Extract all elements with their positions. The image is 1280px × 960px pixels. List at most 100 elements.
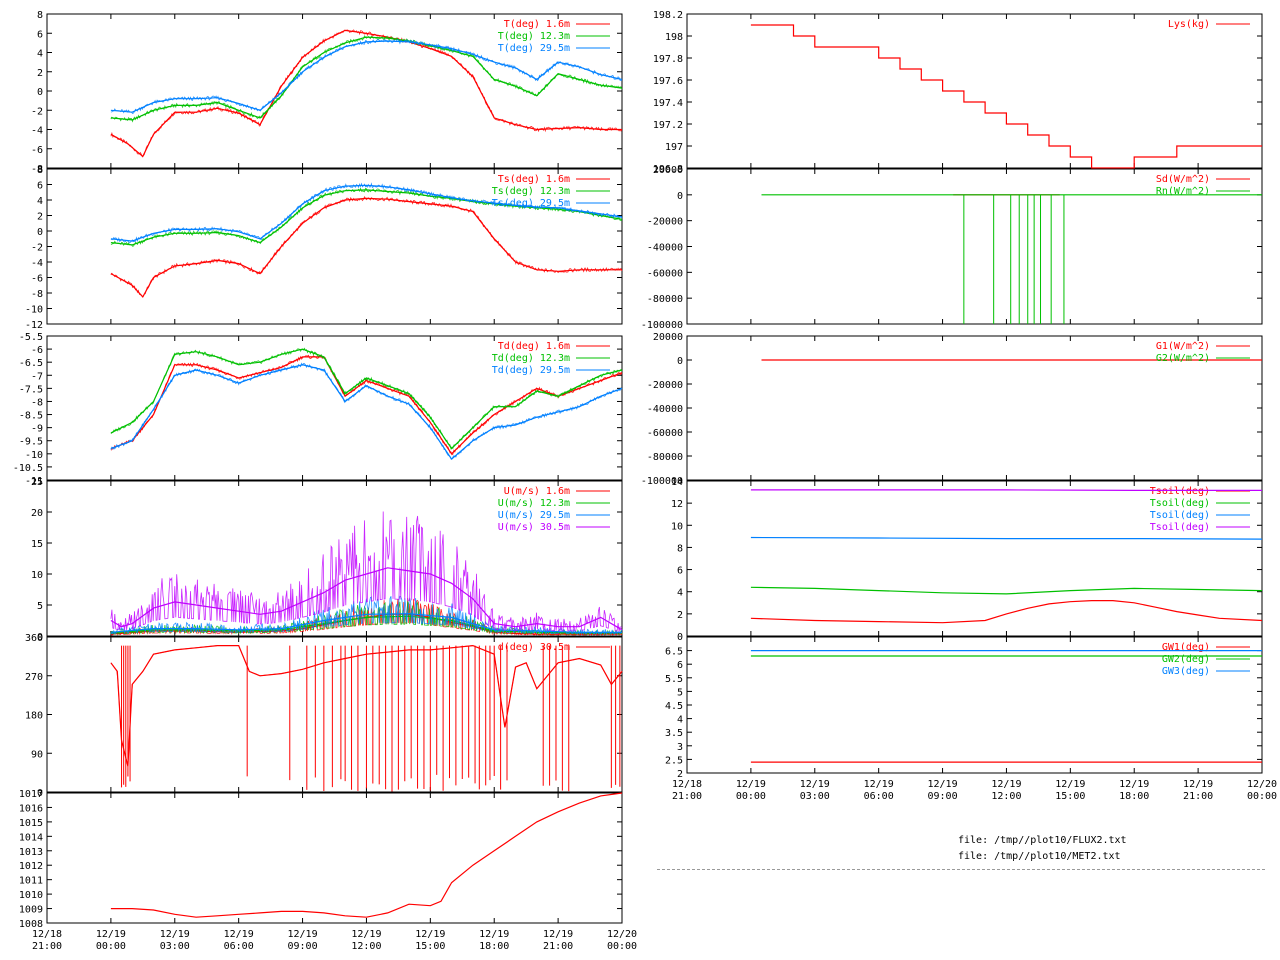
series-noise	[110, 182, 623, 244]
panel-R1: 196.8 197 197.2 197.4 197.6 197.8 198 198.2 Lys(…	[653, 10, 1263, 175]
y-tick-label: 15	[31, 539, 43, 550]
y-tick-label: 1014	[19, 832, 43, 843]
y-tick-label: 8	[677, 543, 683, 554]
y-tick-label: -8	[31, 289, 43, 300]
x-date-label: 12/19	[160, 929, 190, 940]
series-line	[110, 613, 622, 633]
y-tick-label: -20000	[647, 217, 683, 228]
y-tick-label: -7.5	[19, 384, 43, 395]
legend-label: GW3(deg)	[1162, 666, 1210, 677]
y-tick-label: -10.5	[13, 463, 43, 474]
legend-label: Td(deg) 12.3m	[492, 353, 570, 364]
y-tick-label: 2.5	[665, 755, 683, 766]
legend-label: U(m/s) 29.5m	[498, 510, 570, 521]
y-tick-label: 198.2	[653, 10, 683, 21]
y-tick-label: 4	[677, 715, 683, 726]
y-tick-label: 10	[31, 570, 43, 581]
panel-L1: -8 -6 -4 -2 0 2 4 6 8 T(deg) 1.6mT(deg) 12.3mT(de…	[31, 10, 623, 175]
y-tick-label: 197	[665, 142, 683, 153]
y-tick-label: 6	[37, 181, 43, 192]
y-tick-label: 0	[677, 632, 683, 643]
y-tick-label: -60000	[647, 428, 683, 439]
y-tick-label: 20	[31, 508, 43, 519]
y-tick-label: -7	[31, 371, 43, 382]
y-tick-label: -4	[31, 258, 43, 269]
y-tick-label: 0	[677, 356, 683, 367]
panel-R5: 2 2.5 3 3.5 4 4.5 5 5.5 6 6.5 GW1(deg)GW2(deg)GW3(…	[665, 636, 1263, 780]
y-tick-label: 1012	[19, 861, 43, 872]
legend-label: Rn(W/m^2)	[1156, 186, 1210, 197]
y-tick-label: 180	[25, 711, 43, 722]
series-noise	[110, 195, 623, 298]
legend-label: U(m/s) 12.3m	[498, 498, 570, 509]
y-tick-label: -10	[25, 450, 43, 461]
series-noise	[110, 347, 623, 451]
x-date-label: 12/20	[607, 929, 637, 940]
y-tick-label: 20000	[653, 165, 683, 176]
legend-label: d(deg) 30.5m	[498, 642, 570, 653]
y-tick-label: 10	[671, 521, 683, 532]
y-tick-label: 25	[31, 477, 43, 488]
y-tick-label: 4	[677, 588, 683, 599]
legend-label: Td(deg) 29.5m	[492, 365, 570, 376]
y-tick-label: -60000	[647, 268, 683, 279]
x-date-label: 12/19	[864, 779, 894, 790]
legend-label: Lys(kg)	[1168, 19, 1210, 30]
y-tick-label: -8	[31, 164, 43, 175]
series-line	[750, 600, 1263, 624]
y-tick-label: -9	[31, 424, 43, 435]
y-tick-label: -100000	[641, 476, 683, 487]
y-tick-label: 1013	[19, 847, 43, 858]
legend-label: Tsoil(deg)	[1150, 522, 1210, 533]
y-tick-label: 4	[37, 196, 43, 207]
series-line	[750, 24, 1262, 169]
panel-frame	[46, 792, 623, 924]
y-tick-label: 0	[37, 632, 43, 643]
legend-label: T(deg) 12.3m	[498, 31, 570, 42]
x-time-label: 18:00	[479, 941, 509, 952]
panel-L5: 0 90 180 270 360 d(deg) 30.5m	[25, 633, 623, 799]
legend-label: GW1(deg)	[1162, 642, 1210, 653]
y-tick-label: 6	[677, 660, 683, 671]
y-tick-label: -6	[31, 345, 43, 356]
y-tick-label: 20000	[653, 332, 683, 343]
y-tick-label: 2	[37, 68, 43, 79]
source-file-list: file: /tmp//plot10/FLUX2.txt file: /tmp/…	[958, 833, 1127, 865]
panel-frame	[46, 335, 623, 481]
y-tick-label: 197.4	[653, 98, 683, 109]
y-tick-label: 0	[37, 87, 43, 98]
x-time-label: 18:00	[1119, 791, 1149, 802]
x-time-label: 06:00	[224, 941, 254, 952]
y-tick-label: 4	[37, 49, 43, 60]
y-tick-label: 197.6	[653, 76, 683, 87]
y-tick-label: -11	[25, 476, 43, 487]
y-tick-label: -6	[31, 145, 43, 156]
y-tick-label: 12	[671, 499, 683, 510]
panel-L3: -11 -10.5 -10 -9.5 -9 -8.5 -8 -7.5 -7 -6.5 -6 -5.5 T…	[13, 332, 623, 487]
y-tick-label: 2	[677, 610, 683, 621]
series-line	[110, 792, 623, 918]
y-tick-label: 0	[37, 227, 43, 238]
x-time-label: 00:00	[736, 791, 766, 802]
y-tick-label: 90	[31, 749, 43, 760]
x-time-label: 03:00	[800, 791, 830, 802]
y-tick-label: 1010	[19, 890, 43, 901]
x-time-label: 12:00	[991, 791, 1021, 802]
x-date-label: 12/19	[479, 929, 509, 940]
y-tick-label: 14	[671, 477, 683, 488]
y-tick-label: 1011	[19, 876, 43, 887]
x-time-label: 21:00	[1183, 791, 1213, 802]
y-tick-label: 2	[677, 769, 683, 780]
y-tick-label: 6	[677, 566, 683, 577]
y-tick-label: -2	[31, 106, 43, 117]
x-date-label: 12/19	[96, 929, 126, 940]
legend-label: Sd(W/m^2)	[1156, 174, 1210, 185]
panel-R3: -100000 -80000 -60000 -40000 -20000 0 20000 G1(…	[641, 332, 1263, 487]
legend-label: T(deg) 29.5m	[498, 43, 570, 54]
x-date-label: 12/19	[928, 779, 958, 790]
file-label-met: file: /tmp//plot10/MET2.txt	[958, 851, 1121, 862]
y-tick-label: 5	[37, 601, 43, 612]
y-tick-label: 3	[677, 742, 683, 753]
x-date-label: 12/19	[1183, 779, 1213, 790]
